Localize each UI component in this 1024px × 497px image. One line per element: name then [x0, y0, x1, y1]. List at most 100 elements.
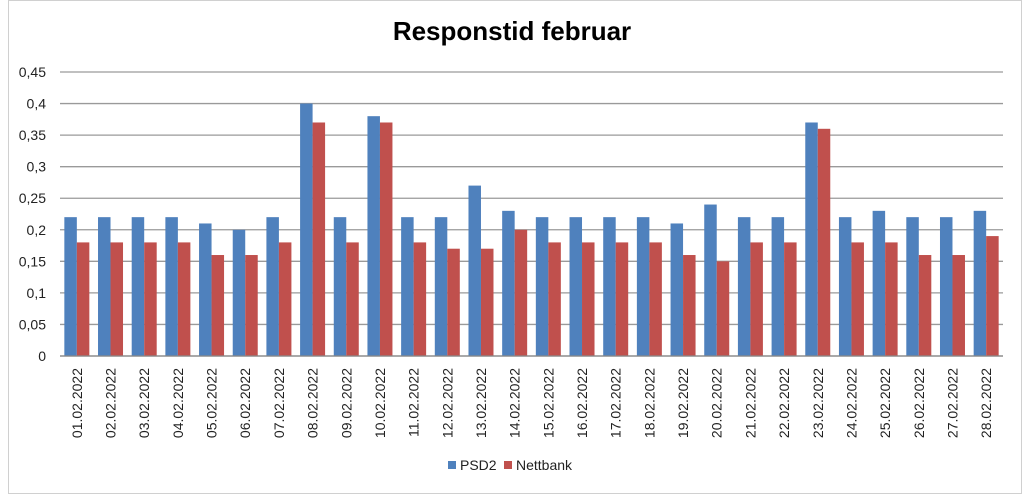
y-tick-label: 0,2 [27, 222, 47, 238]
bar-nettbank [716, 261, 730, 356]
bar-nettbank [312, 122, 326, 356]
x-tick-label: 05.02.2022 [204, 368, 220, 438]
bar-nettbank [76, 242, 90, 356]
bar-nettbank [379, 122, 393, 356]
y-tick-label: 0,1 [27, 285, 47, 301]
bar-nettbank [245, 255, 258, 356]
x-tick-label: 24.02.2022 [843, 368, 859, 438]
x-tick-label: 07.02.2022 [271, 368, 287, 438]
bar-nettbank [750, 242, 763, 356]
y-tick-label: 0,45 [19, 64, 46, 80]
bar-nettbank [918, 255, 932, 356]
x-tick-label: 01.02.2022 [69, 368, 85, 438]
y-tick-label: 0,3 [27, 159, 47, 175]
bar-nettbank [784, 242, 797, 356]
bar-nettbank [851, 242, 864, 356]
x-tick-label: 20.02.2022 [709, 368, 725, 438]
y-tick-label: 0,4 [27, 96, 47, 112]
bar-psd2 [64, 217, 77, 356]
x-tick-label: 11.02.2022 [406, 368, 422, 437]
bar-nettbank [582, 242, 595, 356]
x-tick-label: 02.02.2022 [103, 368, 119, 438]
y-tick-label: 0 [38, 348, 46, 364]
y-tick-label: 0,05 [19, 316, 46, 332]
x-tick-label: 03.02.2022 [136, 368, 152, 438]
x-tick-label: 15.02.2022 [540, 368, 556, 438]
bar-nettbank [278, 242, 292, 356]
legend-swatch-nettbank [504, 461, 512, 469]
bar-nettbank [952, 255, 965, 356]
bar-psd2 [906, 217, 919, 356]
bar-psd2 [131, 217, 145, 356]
bar-psd2 [266, 217, 279, 356]
bar-psd2 [199, 223, 212, 356]
x-tick-label: 28.02.2022 [978, 368, 994, 438]
bar-psd2 [636, 217, 650, 356]
bar-psd2 [535, 217, 549, 356]
bar-nettbank [615, 242, 629, 356]
bar-psd2 [502, 210, 515, 356]
bar-nettbank [885, 242, 898, 356]
x-tick-label: 14.02.2022 [507, 368, 523, 438]
bar-psd2 [232, 229, 246, 356]
x-tick-label: 16.02.2022 [574, 368, 590, 438]
bar-psd2 [434, 217, 448, 356]
bar-psd2 [670, 223, 684, 356]
bar-psd2 [737, 217, 751, 356]
bar-nettbank [211, 255, 225, 356]
legend-label-nettbank: Nettbank [516, 457, 573, 473]
bar-psd2 [704, 204, 717, 356]
bar-nettbank [548, 242, 561, 356]
y-tick-label: 0,15 [19, 253, 46, 269]
bar-psd2 [973, 210, 987, 356]
bar-nettbank [986, 236, 999, 356]
bar-psd2 [401, 217, 414, 356]
x-tick-label: 12.02.2022 [439, 368, 455, 438]
bar-psd2 [468, 185, 481, 356]
x-tick-label: 06.02.2022 [237, 368, 253, 438]
bar-psd2 [333, 217, 347, 356]
bar-nettbank [817, 128, 831, 356]
bar-nettbank [447, 248, 460, 356]
bar-nettbank [110, 242, 124, 356]
x-tick-label: 10.02.2022 [372, 368, 388, 438]
x-tick-label: 09.02.2022 [338, 368, 354, 438]
x-tick-label: 23.02.2022 [810, 368, 826, 438]
x-tick-label: 25.02.2022 [877, 368, 893, 438]
bar-psd2 [569, 217, 583, 356]
x-tick-label: 04.02.2022 [170, 368, 186, 438]
x-tick-label: 19.02.2022 [675, 368, 691, 438]
x-tick-label: 22.02.2022 [776, 368, 792, 438]
bar-nettbank [514, 229, 528, 356]
y-tick-label: 0,25 [19, 190, 46, 206]
bar-psd2 [838, 217, 852, 356]
bar-nettbank [346, 242, 359, 356]
x-tick-label: 21.02.2022 [742, 368, 758, 438]
x-tick-label: 27.02.2022 [944, 368, 960, 438]
chart-title: Responstid februar [392, 16, 632, 46]
bar-psd2 [98, 217, 111, 356]
bar-psd2 [939, 217, 953, 356]
bar-psd2 [165, 217, 178, 356]
bar-psd2 [367, 116, 380, 356]
bar-nettbank [683, 255, 696, 356]
bar-nettbank [649, 242, 662, 356]
bar-nettbank [413, 242, 427, 356]
legend-label-psd2: PSD2 [460, 457, 497, 473]
x-tick-label: 13.02.2022 [473, 368, 489, 438]
bar-nettbank [177, 242, 191, 356]
y-tick-label: 0,35 [19, 127, 46, 143]
x-tick-label: 26.02.2022 [911, 368, 927, 438]
bar-psd2 [771, 217, 785, 356]
bar-nettbank [480, 248, 494, 356]
bar-psd2 [300, 103, 313, 356]
bar-psd2 [805, 122, 818, 356]
bar-psd2 [603, 217, 616, 356]
x-tick-label: 08.02.2022 [305, 368, 321, 438]
bar-psd2 [872, 210, 886, 356]
bar-nettbank [144, 242, 157, 356]
x-tick-label: 18.02.2022 [641, 368, 657, 438]
legend-swatch-psd2 [448, 461, 456, 469]
x-tick-label: 17.02.2022 [608, 368, 624, 438]
